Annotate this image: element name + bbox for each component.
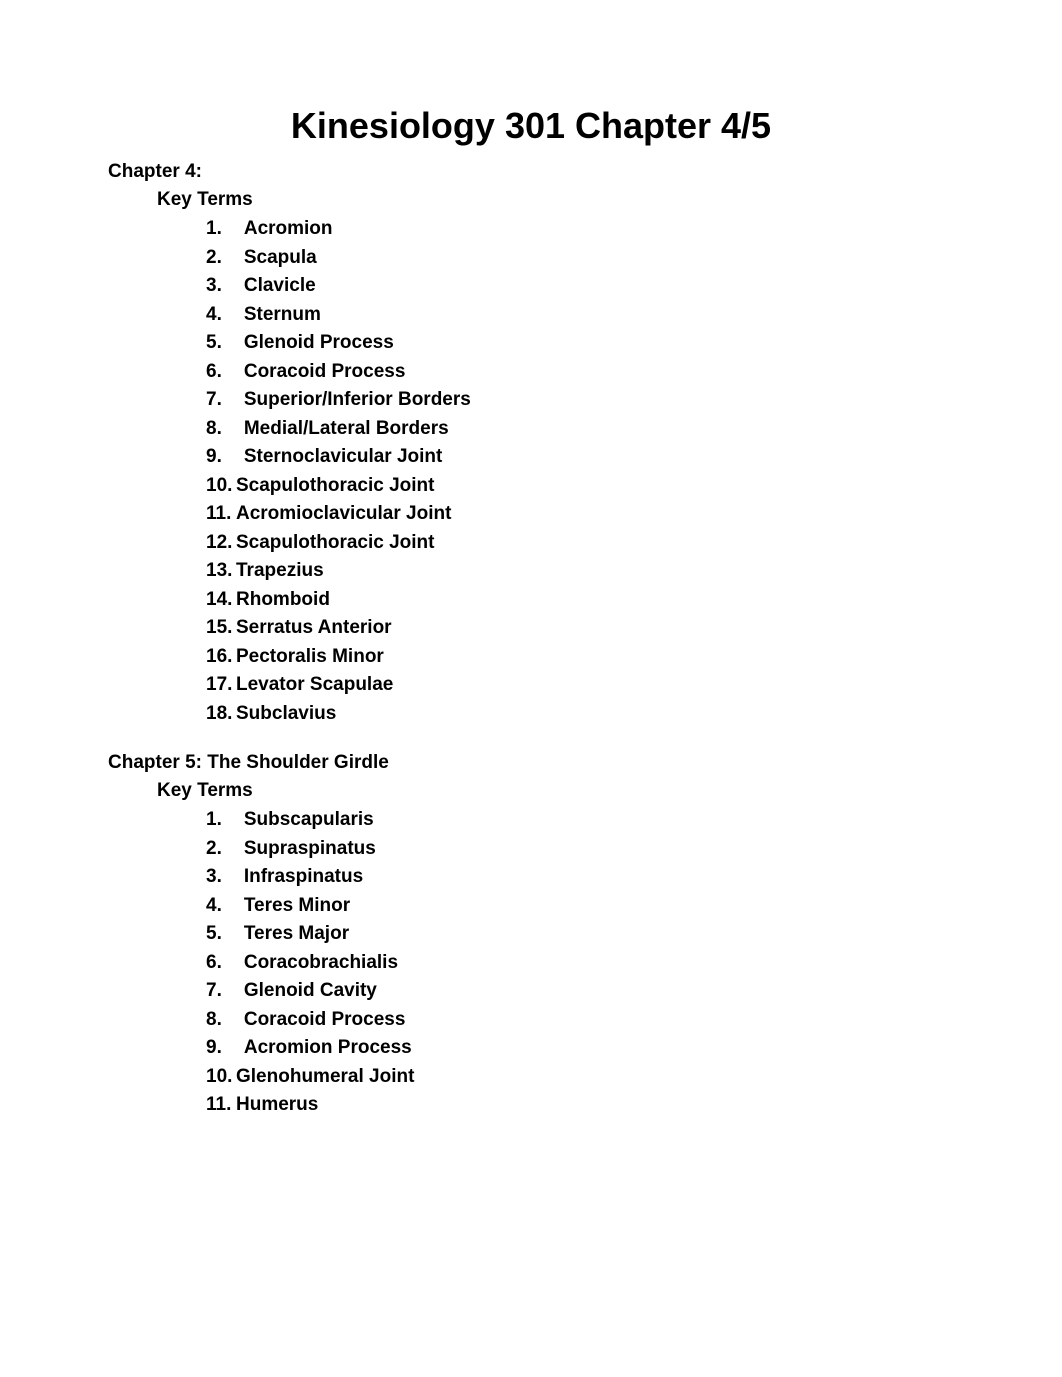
list-item: 9. Acromion Process xyxy=(206,1034,954,1063)
list-number: 1. xyxy=(206,806,228,835)
list-item: 5. Glenoid Process xyxy=(206,329,954,358)
list-term: Medial/Lateral Borders xyxy=(244,418,449,439)
chapter4-section: Chapter 4: Key Terms 1. Acromion2. Scapu… xyxy=(108,161,954,728)
list-item: 14.Rhomboid xyxy=(206,586,954,615)
chapter5-section: Chapter 5: The Shoulder Girdle Key Terms… xyxy=(108,752,954,1120)
list-number: 1. xyxy=(206,215,228,244)
list-item: 6. Coracoid Process xyxy=(206,358,954,387)
list-item: 17.Levator Scapulae xyxy=(206,671,954,700)
list-item: 15.Serratus Anterior xyxy=(206,614,954,643)
list-item: 10.Glenohumeral Joint xyxy=(206,1063,954,1092)
list-term: Pectoralis Minor xyxy=(236,646,384,667)
page-title: Kinesiology 301 Chapter 4/5 xyxy=(108,105,954,147)
list-item: 4. Teres Minor xyxy=(206,892,954,921)
list-number: 3. xyxy=(206,863,228,892)
list-item: 5. Teres Major xyxy=(206,920,954,949)
list-term: Acromioclavicular Joint xyxy=(236,503,451,524)
list-item: 13.Trapezius xyxy=(206,557,954,586)
list-item: 18.Subclavius xyxy=(206,700,954,729)
list-number: 5. xyxy=(206,920,228,949)
chapter5-list: 1. Subscapularis2. Supraspinatus3. Infra… xyxy=(108,806,954,1120)
list-number: 8. xyxy=(206,415,228,444)
list-number: 6. xyxy=(206,358,228,387)
list-term: Trapezius xyxy=(236,560,324,581)
list-number: 6. xyxy=(206,949,228,978)
list-item: 7. Superior/Inferior Borders xyxy=(206,386,954,415)
list-item: 8. Medial/Lateral Borders xyxy=(206,415,954,444)
list-number: 9. xyxy=(206,1034,228,1063)
list-term: Teres Major xyxy=(244,923,349,944)
list-item: 4. Sternum xyxy=(206,301,954,330)
list-item: 8. Coracoid Process xyxy=(206,1006,954,1035)
list-term: Scapulothoracic Joint xyxy=(236,532,434,553)
list-term: Superior/Inferior Borders xyxy=(244,389,471,410)
list-term: Glenoid Process xyxy=(244,332,394,353)
list-number: 13. xyxy=(206,557,236,586)
list-item: 11.Acromioclavicular Joint xyxy=(206,500,954,529)
list-term: Acromion Process xyxy=(244,1037,412,1058)
list-item: 10.Scapulothoracic Joint xyxy=(206,472,954,501)
list-item: 1. Subscapularis xyxy=(206,806,954,835)
list-term: Levator Scapulae xyxy=(236,674,393,695)
list-term: Acromion xyxy=(244,218,333,239)
list-term: Rhomboid xyxy=(236,589,330,610)
list-item: 9. Sternoclavicular Joint xyxy=(206,443,954,472)
list-term: Humerus xyxy=(236,1094,318,1115)
list-item: 2. Supraspinatus xyxy=(206,835,954,864)
list-number: 14. xyxy=(206,586,236,615)
list-term: Sternoclavicular Joint xyxy=(244,446,443,467)
list-number: 4. xyxy=(206,892,228,921)
list-number: 17. xyxy=(206,671,236,700)
chapter4-key-terms-heading: Key Terms xyxy=(157,189,954,211)
list-number: 2. xyxy=(206,835,228,864)
list-number: 4. xyxy=(206,301,228,330)
list-number: 10. xyxy=(206,472,236,501)
list-number: 7. xyxy=(206,386,228,415)
list-term: Supraspinatus xyxy=(244,838,376,859)
list-term: Sternum xyxy=(244,304,321,325)
list-term: Glenoid Cavity xyxy=(244,980,377,1001)
list-term: Coracoid Process xyxy=(244,1009,406,1030)
list-term: Coracoid Process xyxy=(244,361,406,382)
list-item: 3. Infraspinatus xyxy=(206,863,954,892)
list-number: 16. xyxy=(206,643,236,672)
list-number: 3. xyxy=(206,272,228,301)
list-item: 3. Clavicle xyxy=(206,272,954,301)
chapter4-heading: Chapter 4: xyxy=(108,161,954,183)
chapter5-heading: Chapter 5: The Shoulder Girdle xyxy=(108,752,954,774)
list-term: Infraspinatus xyxy=(244,866,363,887)
list-number: 18. xyxy=(206,700,236,729)
list-number: 5. xyxy=(206,329,228,358)
list-number: 2. xyxy=(206,244,228,273)
list-term: Scapula xyxy=(244,247,317,268)
list-item: 11.Humerus xyxy=(206,1091,954,1120)
chapter5-key-terms-heading: Key Terms xyxy=(157,780,954,802)
list-term: Clavicle xyxy=(244,275,316,296)
list-term: Teres Minor xyxy=(244,895,350,916)
list-number: 15. xyxy=(206,614,236,643)
list-term: Coracobrachialis xyxy=(244,952,398,973)
list-item: 16.Pectoralis Minor xyxy=(206,643,954,672)
list-number: 11. xyxy=(206,1091,236,1120)
list-term: Subclavius xyxy=(236,703,336,724)
list-number: 9. xyxy=(206,443,228,472)
list-number: 8. xyxy=(206,1006,228,1035)
list-item: 2. Scapula xyxy=(206,244,954,273)
list-term: Subscapularis xyxy=(244,809,374,830)
chapter4-list: 1. Acromion2. Scapula3. Clavicle4. Stern… xyxy=(108,215,954,728)
list-term: Serratus Anterior xyxy=(236,617,392,638)
list-item: 1. Acromion xyxy=(206,215,954,244)
list-item: 6. Coracobrachialis xyxy=(206,949,954,978)
list-number: 7. xyxy=(206,977,228,1006)
list-term: Glenohumeral Joint xyxy=(236,1066,414,1087)
list-item: 7. Glenoid Cavity xyxy=(206,977,954,1006)
list-number: 10. xyxy=(206,1063,236,1092)
list-item: 12.Scapulothoracic Joint xyxy=(206,529,954,558)
list-number: 12. xyxy=(206,529,236,558)
list-number: 11. xyxy=(206,500,236,529)
list-term: Scapulothoracic Joint xyxy=(236,475,434,496)
